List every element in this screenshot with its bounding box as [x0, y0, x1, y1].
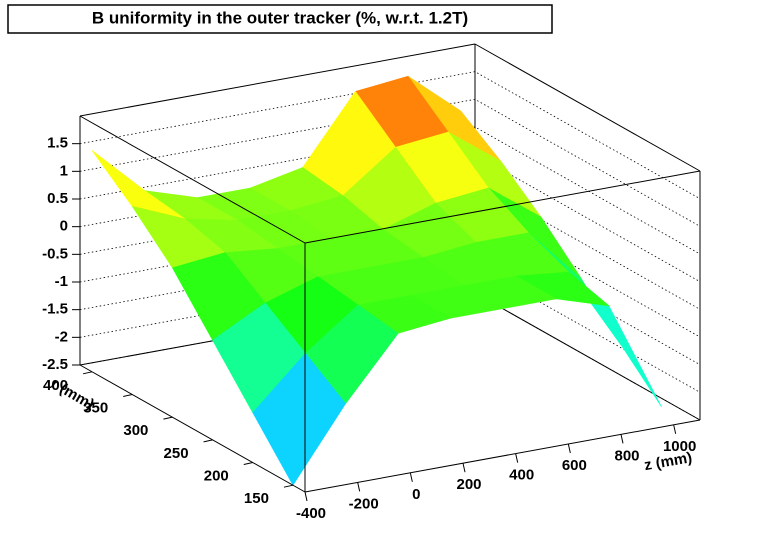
box-edge	[304, 170, 701, 244]
y-tick	[203, 439, 213, 443]
x-tick-label: 400	[509, 467, 534, 484]
y-axis-label: r (mm)	[48, 375, 97, 413]
x-tick-label: -200	[349, 495, 379, 512]
x-tick	[673, 424, 677, 434]
chart-title: B uniformity in the outer tracker (%, w.…	[92, 8, 468, 27]
z-tick-label: -2.5	[42, 356, 68, 373]
z-tick-label: -0.5	[42, 245, 68, 262]
z-tick-label: 0.5	[47, 190, 68, 207]
y-tick-label: 350	[83, 399, 108, 416]
x-axis-label: z (mm)	[643, 449, 694, 474]
y-tick	[243, 462, 253, 466]
box-edge	[79, 115, 306, 244]
back-layer: -2.5 -2 -1.5 -1 -0.5 0 0.5 1 1.5	[42, 43, 701, 421]
x-tick-label: 200	[456, 476, 481, 493]
y-tick	[283, 484, 294, 488]
x-tick	[409, 472, 413, 482]
x-axis	[304, 419, 701, 493]
x-tick-label: -400	[296, 505, 326, 522]
z-tick-label: -2	[55, 328, 68, 345]
y-axis	[79, 364, 306, 493]
front-layer: -400 -200 0 200 400 600 800 1000 150 200 250 300 350…	[43, 115, 701, 522]
x-tick	[357, 482, 361, 492]
x-tick	[620, 434, 624, 444]
y-tick-label: 400	[43, 377, 68, 394]
y-tick-label: 150	[244, 490, 269, 507]
box-edge	[474, 43, 701, 172]
x-tick	[462, 463, 466, 473]
x-tick	[304, 491, 308, 502]
surface	[91, 75, 662, 486]
box-edge	[79, 43, 476, 117]
x-tick-label: 1000	[663, 438, 696, 455]
z-tick-label: -1	[55, 273, 68, 290]
x-tick-label: 600	[562, 457, 587, 474]
y-tick-label: 300	[123, 422, 148, 439]
y-tick-label: 250	[164, 445, 189, 462]
title-box	[7, 4, 553, 34]
x-tick	[515, 453, 519, 463]
y-tick	[123, 393, 133, 397]
z-tick-label: 1.5	[47, 135, 68, 152]
x-tick	[567, 443, 571, 454]
y-tick-label: 200	[204, 467, 229, 484]
y-tick	[163, 416, 173, 420]
z-tick-label: 1	[60, 162, 68, 179]
x-tick-label: 800	[614, 447, 639, 464]
x-tick-label: 0	[412, 486, 420, 503]
y-tick	[82, 371, 93, 375]
z-tick-label: 0	[60, 218, 68, 235]
z-tick-label: -1.5	[42, 301, 68, 318]
